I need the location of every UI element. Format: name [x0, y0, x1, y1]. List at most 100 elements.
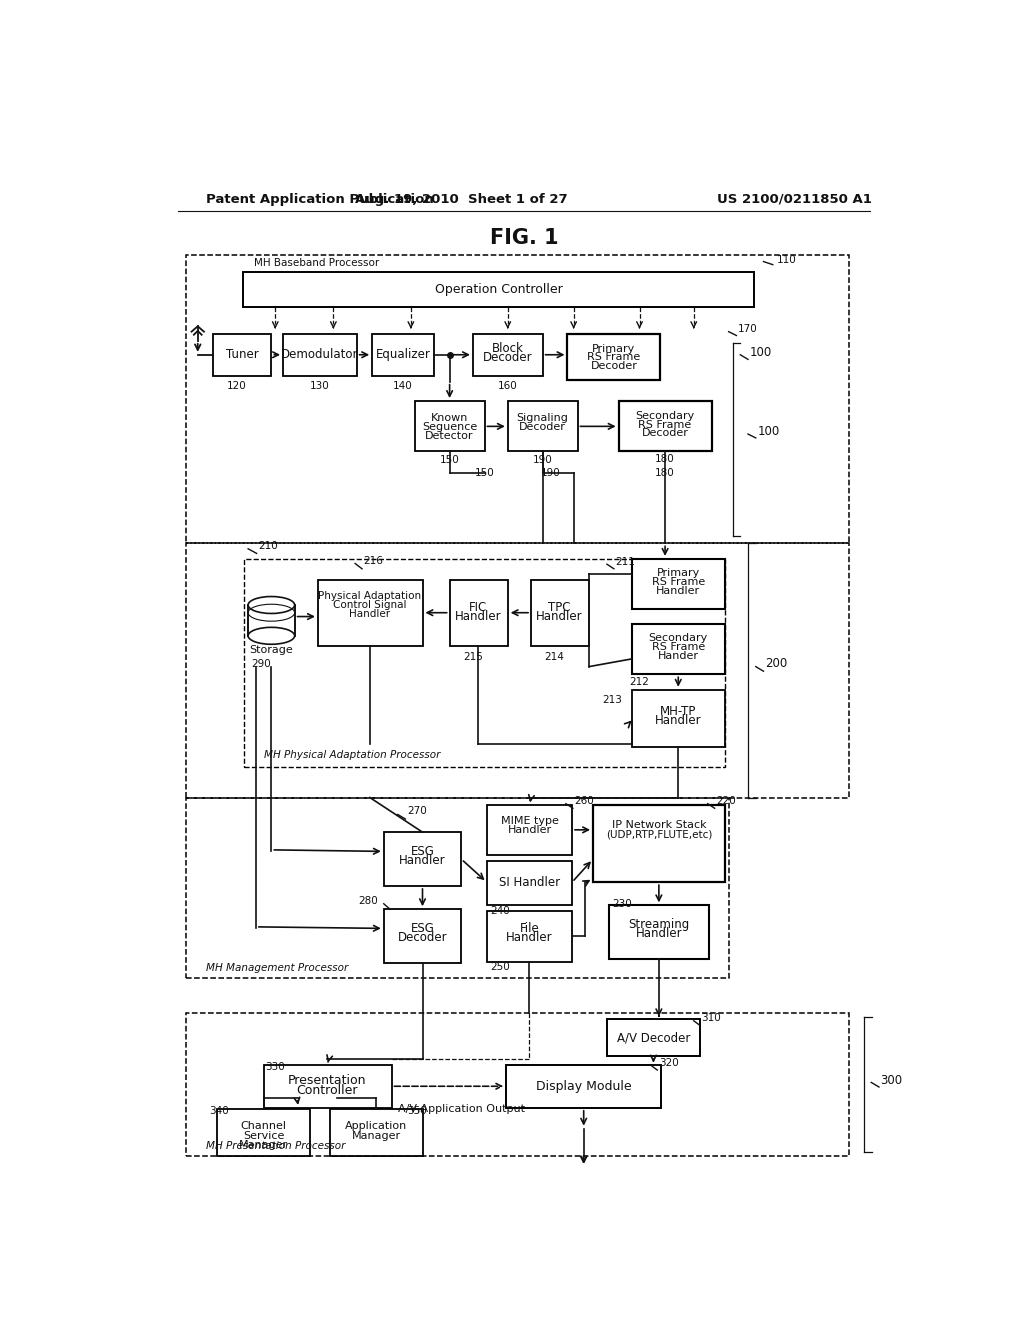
Text: File: File — [519, 921, 540, 935]
Text: IP Network Stack: IP Network Stack — [611, 820, 707, 830]
Text: MH Presentation Processor: MH Presentation Processor — [206, 1142, 345, 1151]
Text: MH Baseband Processor: MH Baseband Processor — [254, 259, 380, 268]
Bar — [632, 624, 725, 675]
Text: Controller: Controller — [296, 1084, 358, 1097]
Text: Signaling: Signaling — [517, 413, 568, 422]
Bar — [243, 272, 755, 308]
Ellipse shape — [248, 597, 295, 614]
Text: RS Frame: RS Frame — [651, 577, 705, 587]
Text: ESG: ESG — [411, 921, 434, 935]
Text: Handler: Handler — [399, 854, 445, 867]
Text: 230: 230 — [611, 899, 632, 908]
Text: 250: 250 — [490, 962, 510, 972]
Text: Storage: Storage — [250, 644, 293, 655]
Text: Hander: Hander — [657, 651, 698, 661]
Text: Seguence: Seguence — [422, 422, 477, 432]
Text: Patent Application Publication: Patent Application Publication — [206, 193, 433, 206]
Text: 120: 120 — [226, 381, 247, 391]
Text: 140: 140 — [393, 381, 413, 391]
Bar — [217, 1109, 310, 1155]
Text: Handler: Handler — [506, 931, 553, 944]
Bar — [608, 906, 710, 960]
Bar — [330, 1109, 423, 1155]
Bar — [213, 334, 271, 376]
Text: TPC: TPC — [549, 601, 571, 614]
Text: Handler: Handler — [656, 586, 700, 597]
Text: 200: 200 — [765, 657, 787, 671]
Text: Block: Block — [492, 342, 523, 355]
Text: Secondary: Secondary — [636, 411, 694, 421]
Text: MH Management Processor: MH Management Processor — [206, 964, 348, 973]
Text: Handler: Handler — [507, 825, 552, 834]
Text: Control Signal: Control Signal — [333, 601, 407, 610]
Text: Primary: Primary — [592, 343, 636, 354]
Text: 220: 220 — [716, 796, 736, 807]
Text: 211: 211 — [615, 557, 635, 566]
Bar — [372, 334, 434, 376]
Text: Decoder: Decoder — [642, 428, 688, 438]
Bar — [263, 1065, 391, 1107]
Text: US 2100/0211850 A1: US 2100/0211850 A1 — [717, 193, 871, 206]
Text: MH Physical Adaptation Processor: MH Physical Adaptation Processor — [263, 750, 440, 760]
Text: Decoder: Decoder — [397, 931, 447, 944]
Text: Secondary: Secondary — [648, 634, 708, 643]
Text: 330: 330 — [265, 1063, 285, 1072]
Text: Streaming: Streaming — [629, 917, 689, 931]
Text: SI Handler: SI Handler — [499, 875, 560, 888]
Bar — [607, 1019, 700, 1056]
Bar — [618, 401, 712, 451]
Text: Demodulator: Demodulator — [281, 348, 358, 362]
Text: RS Frame: RS Frame — [651, 643, 705, 652]
Bar — [486, 861, 572, 906]
Text: Decoder: Decoder — [483, 351, 532, 363]
Bar — [593, 805, 725, 882]
Text: Decoder: Decoder — [591, 360, 637, 371]
Text: 260: 260 — [574, 796, 594, 807]
Bar — [506, 1065, 662, 1107]
Text: A/V Decoder: A/V Decoder — [616, 1031, 690, 1044]
Bar — [632, 689, 725, 747]
Text: 340: 340 — [210, 1106, 229, 1115]
Text: Manager: Manager — [351, 1130, 400, 1140]
Text: A/V,Application Output: A/V,Application Output — [397, 1105, 524, 1114]
Text: ESG: ESG — [411, 845, 434, 858]
Text: 216: 216 — [364, 556, 383, 566]
Bar — [486, 911, 572, 961]
Text: Manager: Manager — [239, 1139, 288, 1150]
Text: Known: Known — [431, 413, 468, 422]
Text: 210: 210 — [258, 541, 278, 552]
Text: 213: 213 — [602, 694, 623, 705]
Text: Equalizer: Equalizer — [376, 348, 430, 362]
Bar — [384, 832, 461, 886]
Text: 150: 150 — [475, 467, 495, 478]
Bar — [248, 605, 295, 636]
Text: 350: 350 — [408, 1106, 427, 1115]
Bar — [632, 558, 725, 609]
Text: Primary: Primary — [656, 568, 699, 578]
Text: 310: 310 — [701, 1014, 721, 1023]
Text: Application: Application — [345, 1121, 408, 1131]
Text: 190: 190 — [532, 455, 553, 465]
Bar — [384, 909, 461, 964]
Text: 160: 160 — [498, 380, 517, 391]
Text: Display Module: Display Module — [536, 1080, 632, 1093]
Bar — [245, 558, 725, 767]
Bar — [186, 544, 849, 797]
Bar — [186, 1014, 849, 1155]
Text: 240: 240 — [490, 907, 510, 916]
Text: 214: 214 — [545, 652, 564, 663]
Bar — [415, 401, 484, 451]
Bar — [473, 334, 543, 376]
Text: Detector: Detector — [425, 432, 474, 441]
Bar — [531, 581, 589, 645]
Text: Handler: Handler — [455, 610, 502, 623]
Text: 100: 100 — [758, 425, 779, 438]
Ellipse shape — [248, 627, 295, 644]
Text: 290: 290 — [252, 659, 271, 668]
Text: 110: 110 — [776, 255, 797, 265]
Bar — [186, 797, 729, 978]
Text: 180: 180 — [655, 467, 675, 478]
Text: Presentation: Presentation — [288, 1074, 367, 1088]
Text: MIME type: MIME type — [501, 816, 558, 825]
Text: 300: 300 — [881, 1073, 902, 1086]
